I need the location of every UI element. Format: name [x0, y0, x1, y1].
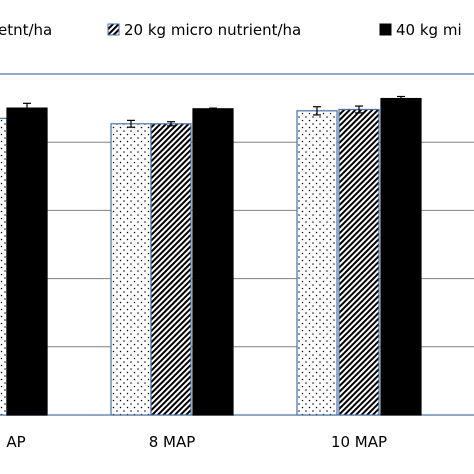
bar-3-3	[380, 97, 422, 416]
bar-3-2	[192, 108, 234, 416]
legend-label-3: 40 kg mi	[396, 21, 462, 39]
bar-1-2	[110, 123, 152, 416]
legend-label-2: 20 kg micro nutrient/ha	[124, 21, 301, 39]
x-tick-label-1: AP	[6, 433, 25, 451]
bar-2-3	[338, 108, 380, 416]
legend-swatch-2	[107, 23, 120, 36]
legend: etnt/ha 20 kg micro nutrient/ha 40 kg mi	[0, 21, 462, 39]
legend-label-1: etnt/ha	[0, 21, 52, 39]
x-tick-label-3: 10 MAP	[331, 433, 387, 451]
plot-area	[0, 73, 474, 416]
plot-border	[0, 73, 474, 416]
bar-1-1	[0, 117, 8, 416]
bar-2-2	[150, 123, 192, 416]
bar-1-3	[296, 110, 338, 416]
x-tick-label-2: 8 MAP	[149, 433, 196, 451]
legend-swatch-3	[379, 23, 392, 36]
x-axis: AP 8 MAP 10 MAP	[6, 433, 387, 451]
bar-3-1	[6, 107, 48, 416]
